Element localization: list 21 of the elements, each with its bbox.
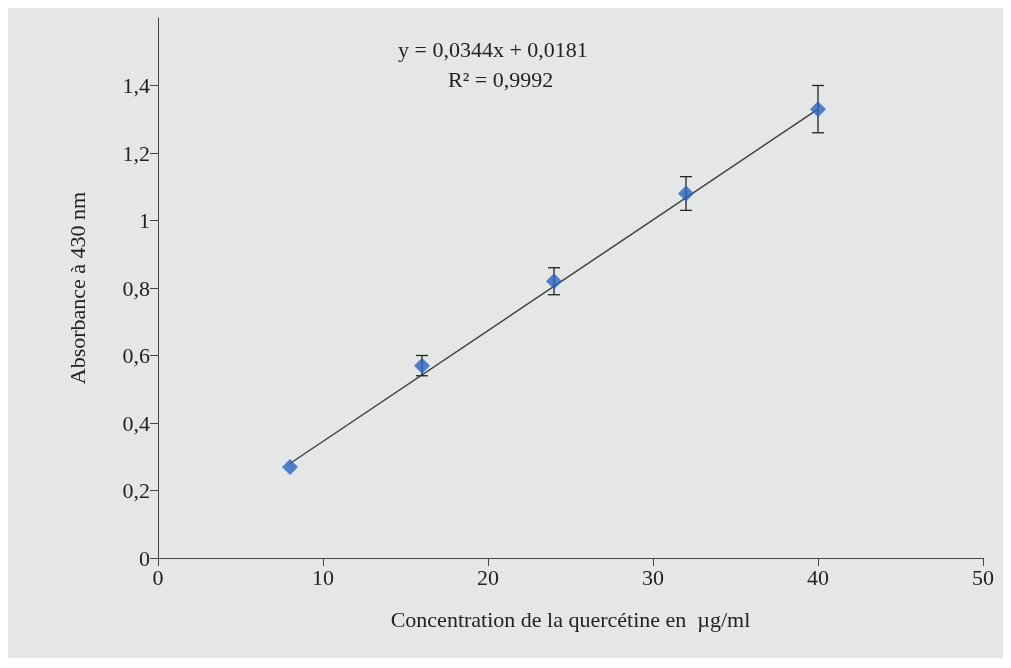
x-tick-label: 10	[312, 564, 334, 590]
y-tick-label: 1	[139, 208, 150, 233]
y-tick-label: 0	[139, 545, 150, 571]
x-tick-label: 50	[972, 564, 994, 590]
x-tick-label: 20	[477, 564, 499, 590]
y-tick-label: 1,2	[122, 140, 150, 166]
annotation: R² = 0,9992	[448, 66, 554, 92]
y-tick-label: 0,6	[122, 343, 150, 368]
x-tick-label: 40	[807, 564, 829, 590]
point	[810, 101, 826, 118]
x-axis-title: Concentration de la quercétine en µg/ml	[390, 606, 751, 632]
y-tick-label: 1,4	[122, 73, 150, 98]
point	[546, 273, 562, 290]
point	[678, 185, 694, 202]
y-tick-label: 0,8	[122, 275, 150, 301]
annotation: y = 0,0344x + 0,0181	[398, 36, 588, 62]
x-tick-label: 30	[642, 564, 664, 590]
y-tick-label: 0,2	[122, 478, 150, 503]
y-axis-title: Absorbance à 430 nm	[64, 191, 90, 385]
y-tick-label: 0,4	[122, 410, 150, 436]
point	[282, 458, 298, 475]
